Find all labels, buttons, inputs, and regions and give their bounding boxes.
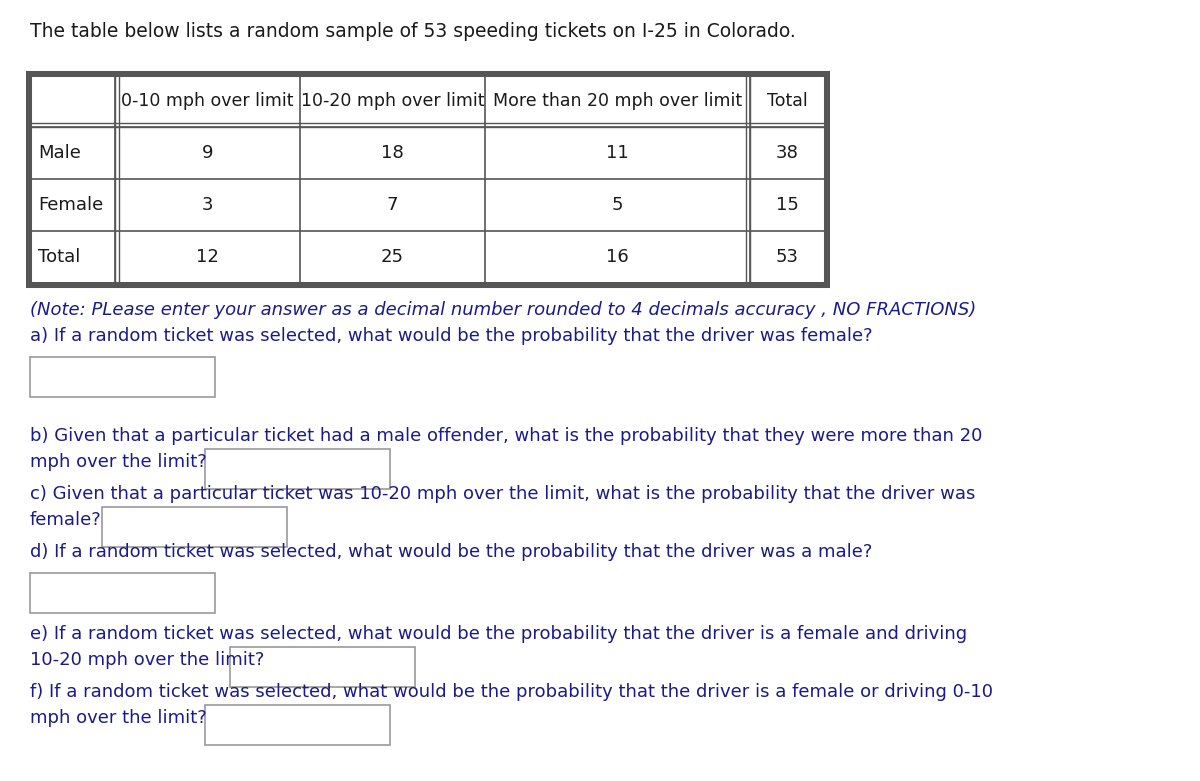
Text: 12: 12: [196, 248, 218, 266]
Text: 7: 7: [386, 196, 398, 214]
Bar: [205, 705, 390, 745]
Bar: [102, 507, 287, 547]
Text: a) If a random ticket was selected, what would be the probability that the drive: a) If a random ticket was selected, what…: [30, 327, 872, 345]
Text: c) Given that a particular ticket was 10-20 mph over the limit, what is the prob: c) Given that a particular ticket was 10…: [30, 485, 976, 503]
Text: 10-20 mph over the limit?: 10-20 mph over the limit?: [30, 651, 264, 669]
Text: More than 20 mph over limit: More than 20 mph over limit: [493, 92, 742, 110]
Text: 38: 38: [776, 144, 799, 162]
Bar: [230, 647, 415, 687]
Text: e) If a random ticket was selected, what would be the probability that the drive: e) If a random ticket was selected, what…: [30, 625, 967, 643]
Text: d) If a random ticket was selected, what would be the probability that the drive: d) If a random ticket was selected, what…: [30, 543, 872, 561]
Text: 3: 3: [202, 196, 214, 214]
Text: Female: Female: [38, 196, 103, 214]
Text: 16: 16: [606, 248, 629, 266]
Text: 10-20 mph over limit: 10-20 mph over limit: [301, 92, 485, 110]
Text: 18: 18: [382, 144, 404, 162]
Text: 15: 15: [776, 196, 799, 214]
Bar: [28, 72, 828, 286]
Bar: [205, 449, 390, 489]
Text: 9: 9: [202, 144, 214, 162]
Text: 5: 5: [612, 196, 623, 214]
Text: mph over the limit?: mph over the limit?: [30, 453, 206, 471]
Text: (Note: PLease enter your answer as a decimal number rounded to 4 decimals accura: (Note: PLease enter your answer as a dec…: [30, 301, 977, 319]
Text: Total: Total: [38, 248, 80, 266]
Text: The table below lists a random sample of 53 speeding tickets on I-25 in Colorado: The table below lists a random sample of…: [30, 22, 796, 41]
Text: f) If a random ticket was selected, what would be the probability that the drive: f) If a random ticket was selected, what…: [30, 683, 994, 701]
Text: Male: Male: [38, 144, 80, 162]
Text: mph over the limit?: mph over the limit?: [30, 709, 206, 727]
Text: 11: 11: [606, 144, 629, 162]
Text: Total: Total: [767, 92, 808, 110]
Bar: [30, 357, 215, 397]
Bar: [30, 75, 826, 283]
Text: female?: female?: [30, 511, 102, 529]
Text: 25: 25: [382, 248, 404, 266]
Bar: [30, 573, 215, 613]
Text: 53: 53: [776, 248, 799, 266]
Text: b) Given that a particular ticket had a male offender, what is the probability t: b) Given that a particular ticket had a …: [30, 427, 983, 445]
Text: 0-10 mph over limit: 0-10 mph over limit: [121, 92, 294, 110]
